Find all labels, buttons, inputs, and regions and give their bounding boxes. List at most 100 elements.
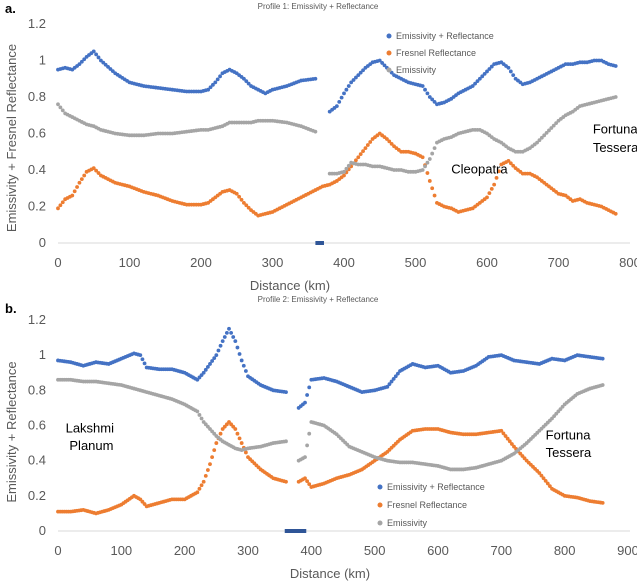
y-tick-label: 1	[39, 347, 46, 362]
panel-b-points	[56, 326, 605, 516]
point-fresnel-reflectance	[199, 483, 204, 488]
point-fresnel-reflectance	[541, 476, 546, 481]
point-emissivity-reflectance	[508, 69, 513, 74]
point-emissivity-reflectance	[313, 76, 318, 81]
point-emissivity	[195, 409, 200, 414]
point-emissivity-reflectance	[208, 362, 212, 366]
point-emissivity-reflectance	[227, 326, 231, 331]
point-emissivity-reflectance	[334, 104, 339, 109]
point-fresnel-reflectance	[430, 186, 435, 191]
point-fresnel-reflectance	[537, 471, 542, 475]
point-emissivity-reflectance	[82, 57, 87, 62]
point-emissivity	[313, 129, 318, 134]
point-emissivity-reflectance	[241, 363, 246, 368]
point-fresnel-reflectance	[368, 140, 373, 144]
point-emissivity-reflectance	[389, 379, 394, 384]
panel-a-annotations: Fortuna Tessera Cleopatra	[451, 122, 637, 177]
x-tick-label: 800	[619, 255, 637, 270]
point-emissivity-reflectance	[77, 62, 82, 67]
point-fresnel-reflectance	[509, 442, 514, 446]
point-fresnel-reflectance	[72, 189, 77, 194]
point-fresnel-reflectance	[195, 490, 200, 495]
point-emissivity	[554, 121, 559, 126]
point-fresnel-reflectance	[358, 152, 363, 157]
point-fresnel-reflectance	[508, 161, 513, 166]
point-emissivity	[199, 416, 204, 421]
y-tick-label: 0.8	[28, 382, 46, 397]
x-tick-label: 100	[110, 543, 132, 558]
point-emissivity-reflectance	[470, 84, 475, 88]
legend-swatch-emis-refl	[377, 484, 383, 490]
panel-a-legend: Emissivity + Reflectance Fresnel Reflect…	[386, 31, 494, 75]
point-fresnel-reflectance	[545, 481, 550, 486]
point-emissivity	[346, 163, 351, 168]
point-fresnel-reflectance	[503, 434, 508, 438]
point-emissivity-reflectance	[246, 81, 251, 86]
point-fresnel-reflectance	[499, 428, 504, 433]
point-fresnel-reflectance	[96, 171, 101, 175]
point-fresnel-reflectance	[387, 139, 392, 144]
point-emissivity	[305, 443, 310, 448]
point-emissivity-reflectance	[96, 55, 101, 60]
panel-b-gap-marker	[284, 529, 307, 533]
y-tick-label: 0	[39, 523, 46, 538]
point-emissivity-reflectance	[206, 87, 211, 92]
y-tick-label: 0.4	[28, 453, 46, 468]
point-fresnel-reflectance	[210, 455, 215, 460]
point-emissivity-reflectance	[242, 76, 246, 81]
point-emissivity-reflectance	[475, 79, 480, 84]
point-emissivity-reflectance	[477, 76, 482, 81]
point-emissivity-reflectance	[430, 97, 435, 102]
panel-b-y-ticks: 0 0.2 0.4 0.6 0.8 1 1.2	[28, 312, 46, 538]
point-emissivity-reflectance	[220, 339, 225, 343]
point-fresnel-reflectance	[239, 197, 244, 202]
point-emissivity-reflectance	[218, 74, 222, 79]
legend-fresnel: Fresnel Reflectance	[396, 48, 476, 58]
point-emissivity	[613, 95, 618, 99]
point-emissivity-reflectance	[91, 49, 96, 54]
point-emissivity-reflectance	[489, 64, 494, 69]
y-tick-label: 1.2	[28, 16, 46, 31]
point-fresnel-reflectance	[420, 155, 425, 160]
panel-a-y-axis-label: Emissivity + Fresnel Reflectance	[4, 44, 19, 232]
x-tick-label: 700	[548, 255, 570, 270]
panel-a: a. Profile 1: Emissivity + Reflectance 0…	[4, 1, 637, 293]
point-emissivity-reflectance	[210, 359, 215, 363]
point-fresnel-reflectance	[389, 141, 394, 146]
panel-a-gap-marker	[315, 241, 324, 245]
point-fresnel-reflectance	[243, 450, 248, 455]
x-tick-label: 900	[617, 543, 637, 558]
point-emissivity-reflectance	[224, 330, 229, 335]
point-emissivity-reflectance	[231, 335, 236, 339]
point-emissivity-reflectance	[215, 77, 220, 82]
point-fresnel-reflectance	[363, 146, 368, 151]
point-emissivity-reflectance	[432, 99, 437, 104]
point-fresnel-reflectance	[547, 484, 552, 489]
point-emissivity	[539, 135, 544, 140]
point-emissivity-reflectance	[480, 74, 485, 79]
point-fresnel-reflectance	[244, 203, 249, 208]
point-fresnel-reflectance	[201, 479, 206, 484]
panel-a-title: Profile 1: Emissivity + Reflectance	[258, 2, 379, 11]
panel-b-annotations: Lakshmi Planum Fortuna Tessera	[66, 421, 592, 461]
point-fresnel-reflectance	[543, 478, 548, 483]
point-emissivity-reflectance	[487, 67, 492, 71]
point-emissivity-reflectance	[423, 87, 427, 92]
point-emissivity-reflectance	[239, 358, 244, 363]
legend-emissivity: Emissivity	[396, 65, 436, 75]
point-fresnel-reflectance	[613, 211, 618, 216]
point-fresnel-reflectance	[212, 448, 217, 453]
point-emissivity-reflectance	[344, 87, 349, 92]
x-tick-label: 0	[54, 255, 61, 270]
point-fresnel-reflectance	[494, 176, 499, 180]
point-emissivity-reflectance	[303, 400, 307, 405]
x-tick-label: 700	[490, 543, 512, 558]
point-emissivity	[551, 123, 556, 128]
x-tick-label: 600	[427, 543, 449, 558]
point-emissivity	[425, 160, 430, 165]
x-tick-label: 500	[405, 255, 427, 270]
point-fresnel-reflectance	[218, 431, 223, 436]
point-fresnel-reflectance	[56, 206, 60, 211]
point-fresnel-reflectance	[77, 180, 82, 185]
point-fresnel-reflectance	[487, 191, 492, 196]
